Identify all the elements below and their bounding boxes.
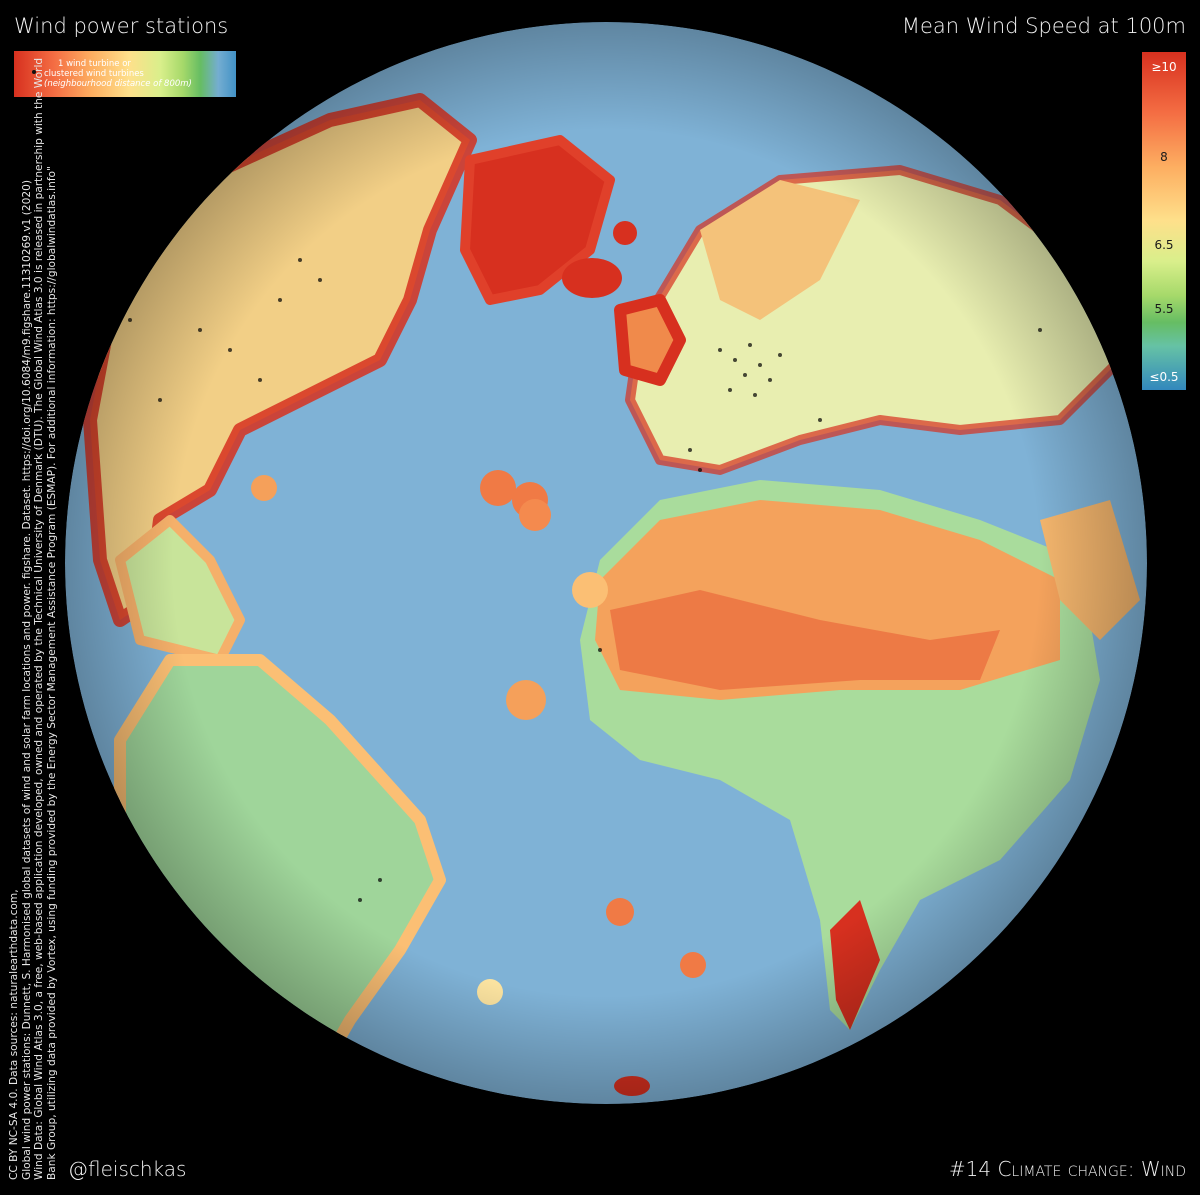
credit-line-2: Global wind power stations: Dunnett, S. …	[20, 180, 33, 1180]
legend-line-2: clustered wind turbines	[44, 69, 144, 79]
credit-line-4: Bank Group, utilizing data provided by V…	[45, 166, 58, 1180]
credit-line-1: CC BY NC-SA 4.0. Data sources: naturalea…	[8, 889, 20, 1180]
data-credits: CC BY NC-SA 4.0. Data sources: naturalea…	[8, 57, 58, 1180]
challenge-theme: #14 Climate change: Wind	[948, 1157, 1186, 1181]
scale-tick-5-5: 5.5	[1154, 302, 1174, 316]
scale-title: Mean Wind Speed at 100m	[901, 14, 1186, 38]
legend-line-3: (neighbourhood distance of 800m)	[44, 79, 192, 89]
turbine-dot-icon	[32, 70, 36, 74]
scale-tick-min: ≤0.5	[1149, 370, 1179, 384]
wind-speed-color-scale: ≥10 8 6.5 5.5 ≤0.5	[1142, 52, 1186, 390]
turbine-legend: 1 wind turbine or clustered wind turbine…	[14, 51, 236, 97]
scale-tick-8: 8	[1160, 150, 1168, 164]
globe-shading	[65, 22, 1147, 1104]
scale-tick-6-5: 6.5	[1154, 238, 1174, 252]
credit-line-3: Wind Data: Global Wind Atlas 3.0, a free…	[33, 57, 46, 1180]
map-title: Wind power stations	[14, 14, 229, 38]
legend-line-1: 1 wind turbine or	[58, 59, 131, 69]
author-handle: @fleischkas	[68, 1157, 187, 1181]
scale-tick-max: ≥10	[1151, 60, 1177, 74]
